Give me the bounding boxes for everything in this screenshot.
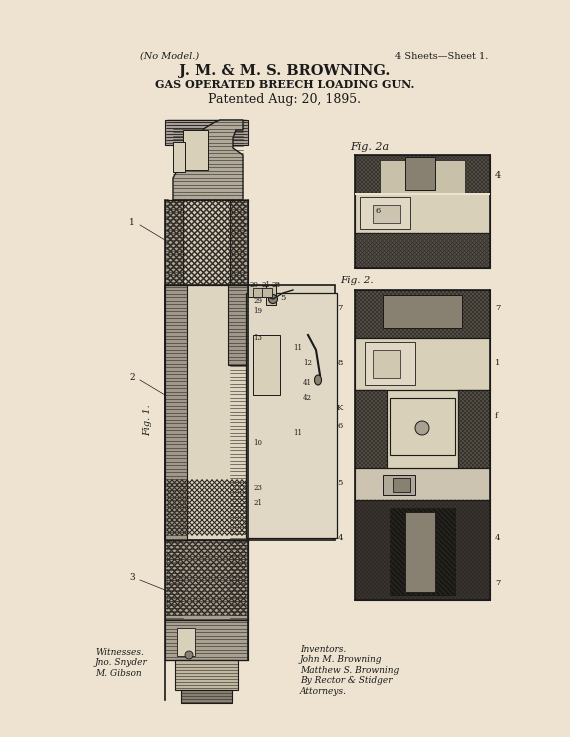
Bar — [246, 293, 337, 538]
Bar — [380, 160, 465, 193]
Bar — [360, 197, 410, 229]
Bar — [183, 200, 230, 620]
Text: 12: 12 — [303, 359, 312, 367]
Bar — [253, 335, 280, 395]
Bar — [165, 540, 248, 620]
Bar — [165, 200, 183, 620]
Bar — [183, 130, 208, 170]
Text: 19: 19 — [253, 307, 262, 315]
Text: Fig. 2.: Fig. 2. — [340, 276, 373, 285]
Ellipse shape — [415, 421, 429, 435]
Bar — [248, 285, 268, 297]
Bar — [165, 120, 248, 145]
Text: 21: 21 — [253, 499, 262, 507]
Bar — [373, 350, 400, 378]
Text: 1: 1 — [495, 359, 500, 367]
Bar — [383, 475, 415, 495]
Ellipse shape — [268, 295, 278, 304]
Text: 41: 41 — [303, 379, 312, 387]
Bar — [253, 288, 263, 297]
Text: 3: 3 — [129, 573, 135, 582]
Bar — [355, 500, 490, 600]
Bar — [228, 285, 248, 365]
Text: 4: 4 — [495, 170, 501, 180]
Text: 13: 13 — [253, 334, 262, 342]
Bar — [458, 390, 490, 468]
Text: 7: 7 — [495, 304, 500, 312]
Text: J. M. & M. S. BROWNING.: J. M. & M. S. BROWNING. — [180, 64, 390, 78]
Bar — [355, 468, 490, 500]
Polygon shape — [173, 120, 243, 200]
Text: 2: 2 — [129, 373, 135, 382]
Text: GAS OPERATED BREECH LOADING GUN.: GAS OPERATED BREECH LOADING GUN. — [155, 79, 415, 90]
Bar — [165, 285, 187, 540]
Text: (No Model.): (No Model.) — [140, 52, 199, 61]
Bar — [167, 120, 246, 140]
Text: 7: 7 — [495, 579, 500, 587]
Text: 5: 5 — [337, 479, 343, 487]
Text: 28: 28 — [272, 281, 281, 289]
Text: 23: 23 — [253, 484, 262, 492]
Bar — [177, 628, 195, 656]
Text: 11: 11 — [293, 429, 302, 437]
Text: 8: 8 — [337, 359, 343, 367]
Bar — [175, 660, 238, 690]
Text: 1: 1 — [129, 218, 135, 227]
Text: 5: 5 — [280, 294, 286, 302]
Text: 10: 10 — [253, 439, 262, 447]
Text: Fig. 1.: Fig. 1. — [144, 404, 153, 436]
Text: 20: 20 — [250, 281, 259, 289]
Text: 4: 4 — [337, 534, 343, 542]
Text: 6: 6 — [375, 207, 380, 215]
Bar — [373, 205, 400, 223]
Text: 29: 29 — [253, 297, 262, 305]
Bar — [387, 390, 458, 468]
Text: K: K — [337, 404, 343, 412]
Text: 4 Sheets—Sheet 1.: 4 Sheets—Sheet 1. — [395, 52, 488, 61]
Bar — [173, 142, 185, 172]
Ellipse shape — [315, 375, 321, 385]
Ellipse shape — [185, 651, 193, 659]
Text: Fig. 2a: Fig. 2a — [350, 142, 389, 152]
Text: 6: 6 — [338, 422, 343, 430]
Bar — [405, 157, 435, 190]
Bar — [165, 285, 335, 540]
Bar — [393, 478, 410, 492]
Bar — [355, 233, 490, 268]
Bar — [355, 338, 490, 390]
Bar — [365, 342, 415, 385]
Text: 42: 42 — [303, 394, 312, 402]
Bar — [405, 512, 435, 592]
Bar — [390, 508, 455, 595]
Bar — [355, 290, 490, 338]
Text: 4: 4 — [495, 534, 500, 542]
Bar — [383, 295, 462, 328]
Ellipse shape — [179, 629, 195, 651]
Bar — [355, 390, 387, 468]
Bar — [262, 288, 272, 297]
Polygon shape — [355, 193, 490, 195]
Text: f: f — [495, 412, 498, 420]
Bar — [266, 285, 276, 305]
Bar — [165, 620, 248, 660]
Bar — [181, 690, 232, 703]
Bar — [230, 200, 248, 620]
Bar — [390, 398, 455, 455]
Text: Inventors.
John M. Browning
Matthew S. Browning
By Rector & Stidger
Attorneys.: Inventors. John M. Browning Matthew S. B… — [300, 645, 399, 696]
Text: 11: 11 — [293, 344, 302, 352]
Text: Patented Aug: 20, 1895.: Patented Aug: 20, 1895. — [209, 93, 361, 106]
Bar — [355, 193, 490, 233]
Text: Witnesses.
Jno. Snyder
M. Gibson: Witnesses. Jno. Snyder M. Gibson — [95, 648, 148, 678]
Bar — [355, 155, 490, 193]
Text: 7: 7 — [337, 304, 343, 312]
Text: 21: 21 — [261, 281, 270, 289]
